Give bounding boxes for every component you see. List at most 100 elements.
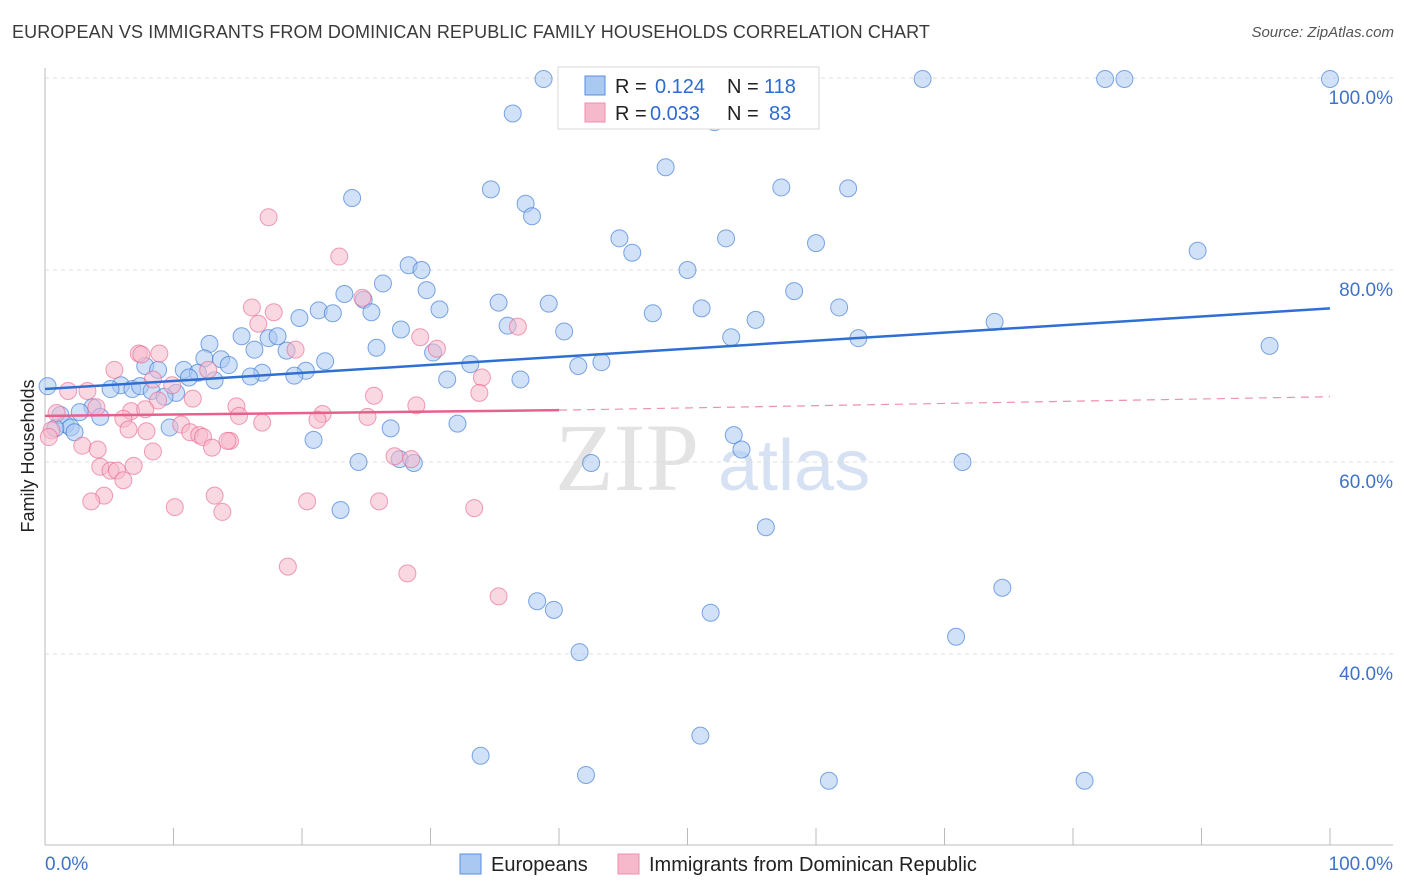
dominican-point xyxy=(402,450,421,469)
dominican-point xyxy=(132,345,151,364)
european-point xyxy=(430,300,449,319)
dominican-point xyxy=(87,398,106,417)
bottom-legend: Europeans Immigrants from Dominican Repu… xyxy=(459,853,977,876)
dominican-point xyxy=(489,587,508,606)
legend-swatch-europeans xyxy=(584,75,606,96)
european-point xyxy=(373,274,392,293)
dominican-point xyxy=(143,442,162,461)
dominican-point xyxy=(105,360,124,379)
european-point xyxy=(539,294,558,313)
dominican-point xyxy=(47,404,66,423)
n-label-2: N = xyxy=(727,103,759,125)
european-point xyxy=(349,453,368,471)
dominican-trend-line xyxy=(44,408,560,418)
european-point xyxy=(678,261,697,279)
european-point xyxy=(489,293,508,312)
european-point xyxy=(819,771,838,790)
y-tick-label: 100.0% xyxy=(1329,88,1394,109)
european-point xyxy=(717,229,736,248)
european-point xyxy=(417,281,436,300)
r-value-2: 0.033 xyxy=(650,103,700,125)
european-point xyxy=(38,377,57,396)
dominican-point xyxy=(165,498,184,517)
legend-swatch-dominican xyxy=(584,102,606,123)
dominican-point xyxy=(407,396,426,415)
european-point xyxy=(592,353,611,372)
european-point xyxy=(448,414,467,433)
chart-title: EUROPEAN VS IMMIGRANTS FROM DOMINICAN RE… xyxy=(12,22,930,42)
european-point xyxy=(101,380,120,399)
dominican-point xyxy=(472,368,491,387)
european-point xyxy=(913,69,932,88)
dominican-point xyxy=(119,420,138,439)
dominican-point xyxy=(358,407,377,426)
watermark-zip: ZIP xyxy=(555,404,699,511)
dominican-point xyxy=(137,422,156,441)
dominican-point xyxy=(136,400,155,419)
dominican-point xyxy=(218,431,237,450)
dominican-trend-extension xyxy=(558,396,1331,411)
dominican-point xyxy=(364,386,383,405)
dominican-point xyxy=(249,314,268,333)
european-point xyxy=(412,261,431,279)
european-point xyxy=(1115,69,1134,88)
european-point xyxy=(268,327,287,346)
dominican-point xyxy=(163,376,182,395)
dominican-point xyxy=(73,436,92,455)
european-point xyxy=(692,299,711,318)
european-point xyxy=(534,69,553,88)
european-point xyxy=(316,352,335,371)
dominican-point xyxy=(353,288,372,307)
european-point xyxy=(724,426,743,445)
european-point xyxy=(219,356,238,375)
european-point xyxy=(576,765,595,784)
european-point xyxy=(569,357,588,375)
dominican-point xyxy=(203,438,222,457)
dominican-point xyxy=(213,502,232,521)
dominican-point xyxy=(385,447,404,466)
european-point xyxy=(179,368,198,387)
dominican-point xyxy=(242,298,261,317)
legend-europeans-label: Europeans xyxy=(491,854,588,876)
european-point xyxy=(323,304,342,323)
dominican-point xyxy=(114,471,133,490)
r-value-1: 0.124 xyxy=(655,76,705,98)
european-point xyxy=(503,104,522,123)
dominican-point xyxy=(470,383,489,402)
european-point xyxy=(1260,336,1279,355)
dominican-point xyxy=(264,303,283,322)
dominican-point xyxy=(286,340,305,359)
european-point xyxy=(555,322,574,341)
dominican-point xyxy=(370,492,389,511)
european-point xyxy=(772,178,791,197)
dominican-point xyxy=(39,428,58,447)
european-point xyxy=(70,403,89,422)
dominican-point xyxy=(149,391,168,410)
european-point xyxy=(1096,69,1115,88)
european-point xyxy=(953,453,972,471)
y-tick-label: 80.0% xyxy=(1339,280,1393,301)
dominican-point xyxy=(199,360,218,379)
european-point xyxy=(643,304,662,323)
y-tick-label: 40.0% xyxy=(1339,664,1393,685)
legend-dominican-swatch xyxy=(617,853,640,875)
dominican-point xyxy=(411,328,430,347)
european-point xyxy=(756,518,775,537)
european-point xyxy=(570,643,589,662)
european-point xyxy=(511,370,530,389)
european-point xyxy=(1075,771,1094,790)
dominican-point xyxy=(205,486,224,505)
dominican-point xyxy=(308,410,327,429)
dominican-point xyxy=(398,564,417,583)
european-point xyxy=(285,366,304,385)
dominican-point xyxy=(150,344,169,363)
european-point xyxy=(746,310,765,329)
stats-legend: R = 0.124 N = 118 R = 0.033 N = 83 xyxy=(557,66,820,130)
y-axis-label: Family Households xyxy=(18,379,38,532)
european-point xyxy=(947,627,966,646)
european-point xyxy=(391,320,410,339)
dominican-point xyxy=(230,406,249,425)
european-point xyxy=(1321,69,1339,88)
r-label-1: R = xyxy=(615,76,647,98)
dominican-point xyxy=(82,492,101,511)
